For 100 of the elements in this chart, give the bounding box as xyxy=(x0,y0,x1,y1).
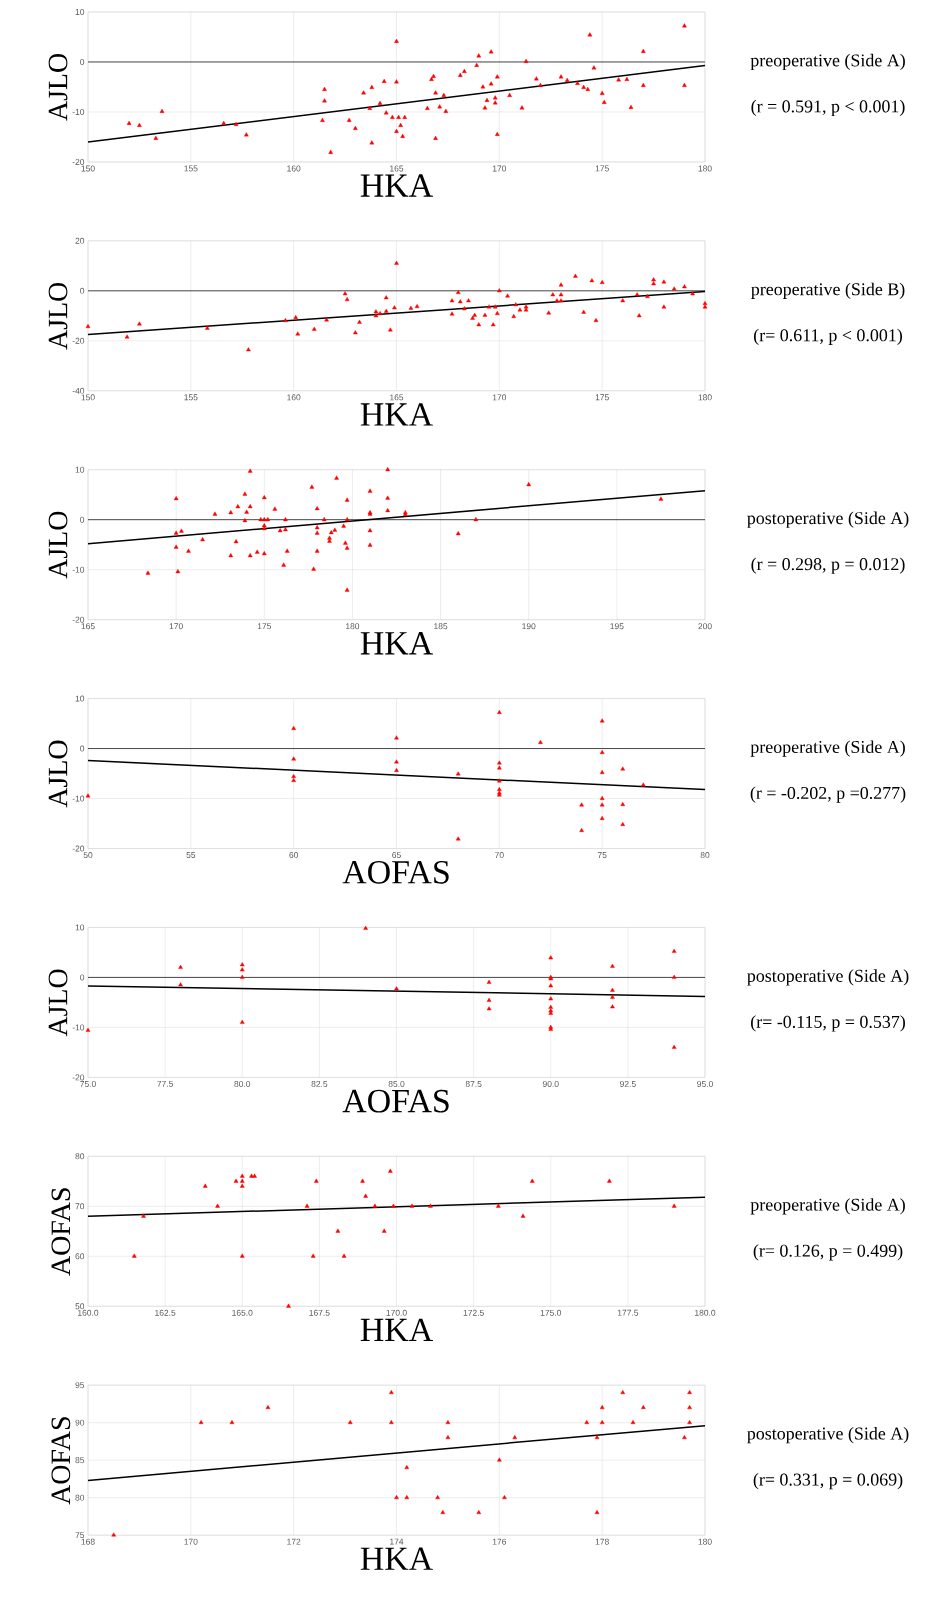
y-tick-label: 60 xyxy=(75,1253,85,1260)
x-axis-title: HKA xyxy=(360,1318,433,1341)
x-tick-label: 55 xyxy=(186,852,196,858)
x-tick-label: 175 xyxy=(595,165,609,172)
text: postoperative (Side A) xyxy=(747,511,909,528)
x-axis-title: HKA xyxy=(360,1547,433,1570)
x-tick-label: 185 xyxy=(434,623,448,630)
x-tick-label: 180 xyxy=(698,165,712,172)
text: (r= 0.611, p < 0.001) xyxy=(754,328,902,345)
y-axis-title: AJLO xyxy=(48,740,68,808)
x-tick-label: 95.0 xyxy=(697,1080,713,1087)
y-tick-label: 70 xyxy=(75,1203,85,1210)
x-tick-label: 160 xyxy=(287,165,301,172)
x-tick-label: 168 xyxy=(81,1538,95,1545)
x-tick-label: 176 xyxy=(492,1538,507,1545)
x-tick-label: 165 xyxy=(81,623,95,630)
x-tick-label: 170 xyxy=(169,623,183,630)
y-tick-label: 95 xyxy=(75,1382,85,1389)
x-axis-title: AOFAS xyxy=(342,860,449,884)
y-tick-label: 0 xyxy=(80,58,85,65)
y-tick-label: -20 xyxy=(72,845,85,852)
x-axis-title: HKA xyxy=(360,632,433,655)
y-tick-label: 75 xyxy=(75,1532,85,1539)
x-tick-label: 170 xyxy=(492,394,507,401)
x-tick-label: 90.0 xyxy=(542,1080,559,1087)
x-tick-label: 200 xyxy=(698,623,712,630)
text: (r= 0.331, p = 0.069) xyxy=(753,1473,903,1490)
x-tick-label: 195 xyxy=(610,623,624,630)
text: (r = 0.298, p = 0.012) xyxy=(751,557,905,574)
x-tick-label: 175.0 xyxy=(540,1309,562,1316)
x-tick-label: 165.0 xyxy=(232,1309,253,1316)
y-tick-label: -20 xyxy=(72,158,85,165)
text: preoperative (Side A) xyxy=(750,740,905,757)
x-tick-label: 80 xyxy=(700,852,710,859)
y-tick-label: -20 xyxy=(72,1074,85,1081)
x-tick-label: 167.5 xyxy=(309,1309,330,1316)
x-tick-label: 172 xyxy=(287,1538,301,1545)
y-tick-label: 10 xyxy=(75,695,85,702)
x-tick-label: 175 xyxy=(595,394,609,401)
x-tick-label: 155 xyxy=(184,394,198,401)
text: postoperative (Side A) xyxy=(747,969,909,986)
x-tick-label: 162.5 xyxy=(155,1309,176,1316)
x-tick-label: 165 xyxy=(390,394,404,401)
x-tick-label: 80.0 xyxy=(234,1080,251,1087)
y-tick-label: 0 xyxy=(80,516,85,523)
y-tick-label: -10 xyxy=(72,108,85,115)
x-axis-title: HKA xyxy=(360,403,433,426)
text: preoperative (Side A) xyxy=(750,53,905,71)
y-tick-label: -20 xyxy=(72,337,85,344)
y-tick-label: -40 xyxy=(72,387,85,394)
x-tick-label: 190 xyxy=(522,623,536,630)
x-tick-label: 160.0 xyxy=(78,1309,99,1316)
y-tick-label: 85 xyxy=(75,1457,85,1464)
y-tick-label: 10 xyxy=(75,924,85,931)
y-tick-label: 0 xyxy=(80,974,85,981)
x-tick-label: 150 xyxy=(81,394,95,401)
x-tick-label: 170 xyxy=(184,1538,198,1545)
x-tick-label: 60 xyxy=(289,852,299,859)
x-axis-title: HKA xyxy=(360,174,433,197)
y-tick-label: 90 xyxy=(75,1419,85,1426)
y-tick-label: 80 xyxy=(75,1494,85,1501)
x-tick-label: 75 xyxy=(597,852,607,858)
x-tick-label: 87.5 xyxy=(465,1080,482,1087)
text: (r = -0.202, p =0.277) xyxy=(750,786,906,803)
x-tick-label: 75.0 xyxy=(80,1080,96,1087)
text: preoperative (Side B) xyxy=(751,282,905,299)
text: postoperative (Side A) xyxy=(747,1427,909,1444)
x-tick-label: 180 xyxy=(698,1538,712,1545)
x-tick-label: 70 xyxy=(495,852,504,859)
y-axis-title: AJLO xyxy=(48,282,68,350)
x-tick-label: 172.5 xyxy=(463,1309,484,1316)
x-tick-label: 180 xyxy=(346,623,360,630)
x-tick-label: 180.0 xyxy=(695,1309,716,1316)
y-tick-label: 50 xyxy=(75,1303,85,1310)
y-axis-title: AOFAS xyxy=(51,1188,71,1276)
x-tick-label: 92.5 xyxy=(620,1080,636,1087)
x-tick-label: 170 xyxy=(492,165,507,172)
x-tick-label: 77.5 xyxy=(157,1080,174,1087)
y-axis-title: AJLO xyxy=(48,969,68,1037)
y-tick-label: -20 xyxy=(72,616,85,623)
x-tick-label: 175 xyxy=(257,623,271,630)
y-tick-label: 20 xyxy=(75,237,85,244)
y-axis-title: AJLO xyxy=(48,54,68,121)
y-tick-label: 0 xyxy=(80,745,85,752)
text: (r = 0.591, p < 0.001) xyxy=(751,99,905,117)
x-tick-label: 160 xyxy=(287,394,301,401)
x-tick-label: 65 xyxy=(392,852,401,859)
y-tick-label: -10 xyxy=(72,795,85,802)
x-tick-label: 174 xyxy=(390,1538,404,1545)
x-axis-title: AOFAS xyxy=(342,1089,449,1113)
y-tick-label: -10 xyxy=(72,566,85,573)
y-tick-label: 80 xyxy=(75,1153,85,1160)
text: preoperative (Side A) xyxy=(750,1198,905,1215)
y-tick-label: -10 xyxy=(72,1024,85,1031)
text: (r= 0.126, p = 0.499) xyxy=(753,1244,903,1261)
x-tick-label: 180 xyxy=(698,394,712,401)
y-tick-label: 0 xyxy=(80,287,85,294)
text: (r= -0.115, p = 0.537) xyxy=(751,1015,905,1032)
y-axis-title: AOFAS xyxy=(51,1417,71,1505)
y-tick-label: 10 xyxy=(75,8,85,15)
